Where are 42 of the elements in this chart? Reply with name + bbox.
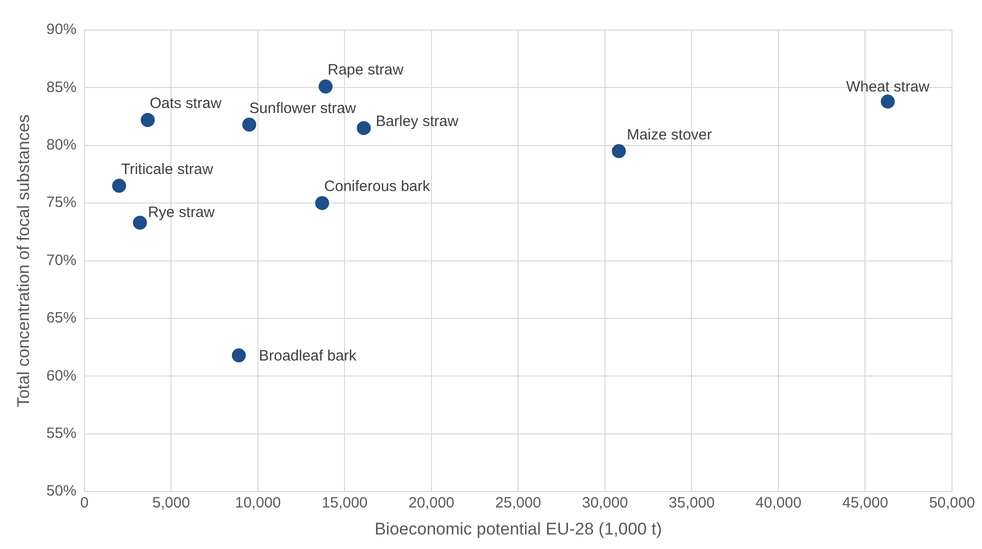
x-tick-label: 15,000 xyxy=(322,494,368,512)
point xyxy=(232,348,246,362)
x-tick-label: 25,000 xyxy=(495,494,542,512)
y-tick-label: 80% xyxy=(46,136,76,154)
point xyxy=(315,196,330,210)
data-label: Coniferous bark xyxy=(324,178,431,196)
data-label: Sunflower straw xyxy=(249,100,356,117)
x-tick-label: 30,000 xyxy=(582,494,628,512)
data-label: Rye straw xyxy=(148,204,215,221)
data-label: Rape straw xyxy=(328,62,404,79)
data-label: Broadleaf bark xyxy=(258,348,357,365)
x-tick-label: 0 xyxy=(80,494,89,512)
point xyxy=(242,118,256,132)
x-axis-title: Bioeconomic potential EU-28 (1,000 t) xyxy=(374,519,662,538)
x-tick-label: 35,000 xyxy=(668,494,715,512)
x-tick-label: 40,000 xyxy=(756,494,802,512)
x-tick-label: 20,000 xyxy=(408,494,454,512)
x-tick-label: 45,000 xyxy=(842,494,888,512)
y-tick-label: 85% xyxy=(46,78,76,96)
data-label: Wheat straw xyxy=(846,78,930,96)
point xyxy=(880,94,895,109)
y-tick-label: 65% xyxy=(46,310,76,327)
point xyxy=(318,80,333,94)
data-label: Oats straw xyxy=(150,95,222,112)
data-label: Barley straw xyxy=(376,113,458,130)
x-tick-label: 50,000 xyxy=(929,494,975,512)
y-tick-label: 70% xyxy=(46,252,76,269)
point xyxy=(356,121,371,136)
data-label: Triticale straw xyxy=(121,160,214,178)
y-tick-label: 55% xyxy=(46,425,76,442)
y-tick-label: 60% xyxy=(46,367,76,384)
y-tick-label: 75% xyxy=(46,194,76,212)
point xyxy=(612,144,626,158)
y-axis-title: Total concentration of focal substances xyxy=(14,114,33,408)
data-label: Maize stover xyxy=(626,126,712,144)
x-tick-label: 5,000 xyxy=(152,494,190,512)
y-tick-label: 90% xyxy=(46,21,76,38)
point xyxy=(132,216,147,230)
point xyxy=(112,178,126,193)
point xyxy=(140,113,155,128)
y-tick-label: 50% xyxy=(46,482,76,500)
x-tick-label: 10,000 xyxy=(234,494,281,512)
